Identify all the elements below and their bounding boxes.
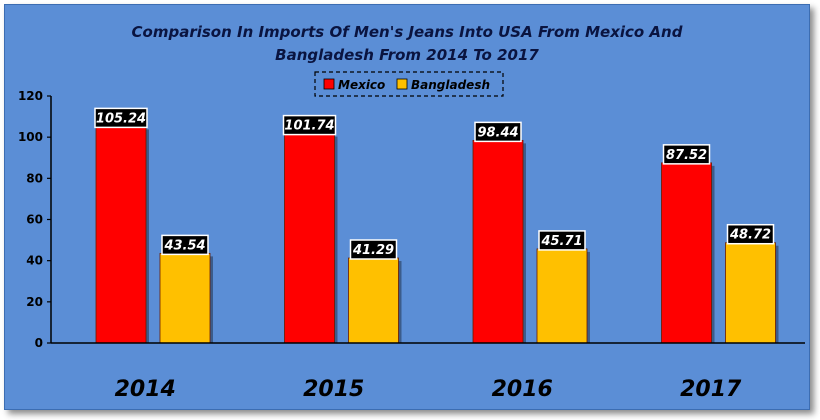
legend-swatch-bangladesh	[396, 78, 408, 90]
x-tick-label: 2017	[680, 377, 742, 402]
chart-title-line-1: Comparison In Imports Of Men's Jeans Int…	[132, 23, 683, 41]
bar-bangladesh-2017	[725, 242, 776, 344]
x-tick-label: 2015	[303, 377, 364, 402]
bar-bangladesh-2015	[348, 257, 399, 344]
y-tick-label: 0	[35, 336, 43, 350]
data-label-box	[349, 239, 398, 260]
bar-mexico-2014	[95, 125, 147, 344]
y-axis: 0 20 40 60 80 100 120	[18, 89, 52, 350]
data-label: 48.72	[729, 228, 771, 243]
bars	[95, 125, 779, 344]
y-tick-label: 40	[26, 254, 43, 268]
bar-mexico-2016	[472, 139, 524, 344]
chart-frame: Comparison In Imports Of Men's Jeans Int…	[4, 4, 810, 410]
data-label: 87.52	[666, 148, 707, 163]
data-label-box	[474, 121, 522, 143]
data-label: 101.74	[284, 119, 334, 134]
data-label: 43.54	[163, 238, 205, 253]
legend: Mexico Bangladesh	[314, 71, 504, 97]
data-label: 45.71	[540, 234, 582, 249]
data-label-box	[282, 114, 337, 136]
bar-mexico-2015	[284, 133, 335, 344]
bar-chart: Comparison In Imports Of Men's Jeans Int…	[18, 23, 805, 402]
y-tick-label: 20	[26, 295, 43, 309]
y-tick-label: 60	[26, 213, 43, 227]
legend-box	[314, 71, 504, 97]
legend-swatch-mexico	[323, 78, 335, 90]
x-tick-label: 2016	[492, 377, 553, 402]
data-label: 41.29	[352, 243, 394, 258]
x-tick-label: 2014	[115, 377, 176, 402]
bar-mexico-2017	[661, 162, 712, 344]
bar-bangladesh-2014	[159, 252, 211, 344]
data-label-box	[538, 230, 586, 251]
data-labels: 105.24 43.54 101.74 41.29 98.44 45.71 87.52 48.…	[94, 107, 775, 260]
data-label: 98.44	[477, 125, 518, 140]
legend-label-bangladesh: Bangladesh	[411, 78, 490, 92]
data-label-box	[161, 234, 209, 256]
chart-title-line-2: Bangladesh From 2014 To 2017	[275, 46, 539, 64]
data-label-box	[726, 223, 775, 245]
y-tick-label: 120	[18, 89, 43, 103]
y-tick-label: 100	[18, 130, 43, 144]
x-axis: 2014 2015 2016 2017	[51, 342, 805, 402]
data-label-box	[662, 144, 711, 165]
data-label: 105.24	[96, 111, 146, 126]
bar-bangladesh-2016	[536, 248, 588, 344]
legend-label-mexico: Mexico	[338, 78, 385, 92]
data-label-box	[94, 107, 148, 129]
y-tick-label: 80	[26, 171, 43, 185]
